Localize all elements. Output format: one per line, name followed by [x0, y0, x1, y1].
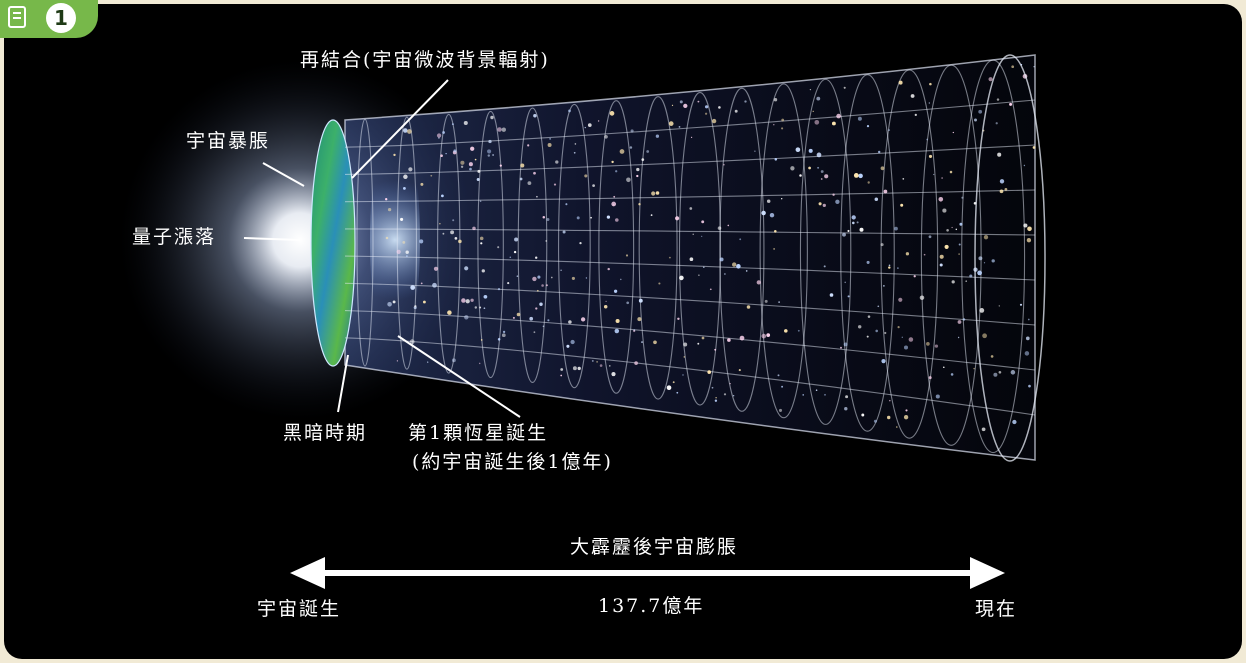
galaxy-field: [385, 63, 1036, 432]
label-recombination: 再結合(宇宙微波背景輻射): [300, 49, 550, 71]
timeline-arrow-right-head: [970, 557, 1005, 589]
pointer-inflation: [262, 162, 305, 187]
timeline-duration: 137.7億年: [598, 595, 705, 617]
pointer-first-stars: [397, 335, 521, 418]
cmb-disc: [310, 119, 356, 367]
label-inflation: 宇宙暴脹: [186, 130, 271, 152]
cone-grid: [344, 59, 1036, 454]
figure-icon: [8, 6, 26, 28]
label-quantum-fluctuation: 量子漲落: [132, 226, 217, 248]
figure-badge: 1: [0, 0, 98, 38]
timeline-end: 現在: [975, 598, 1018, 620]
timeline-title: 大霹靂後宇宙膨脹: [570, 536, 739, 558]
label-first-stars-note: (約宇宙誕生後1億年): [412, 451, 613, 473]
figure-number: 1: [46, 3, 76, 33]
label-dark-ages: 黑暗時期: [283, 422, 368, 444]
timeline-start: 宇宙誕生: [257, 598, 342, 620]
pointer-recombination: [351, 79, 449, 179]
pointer-quantum: [243, 237, 301, 241]
expansion-cone: [344, 54, 1036, 461]
pointer-dark-ages: [337, 354, 349, 413]
cone-rim: [974, 54, 1046, 462]
timeline-arrow-left-head: [290, 557, 325, 589]
label-first-stars: 第1顆恆星誕生: [408, 422, 549, 444]
